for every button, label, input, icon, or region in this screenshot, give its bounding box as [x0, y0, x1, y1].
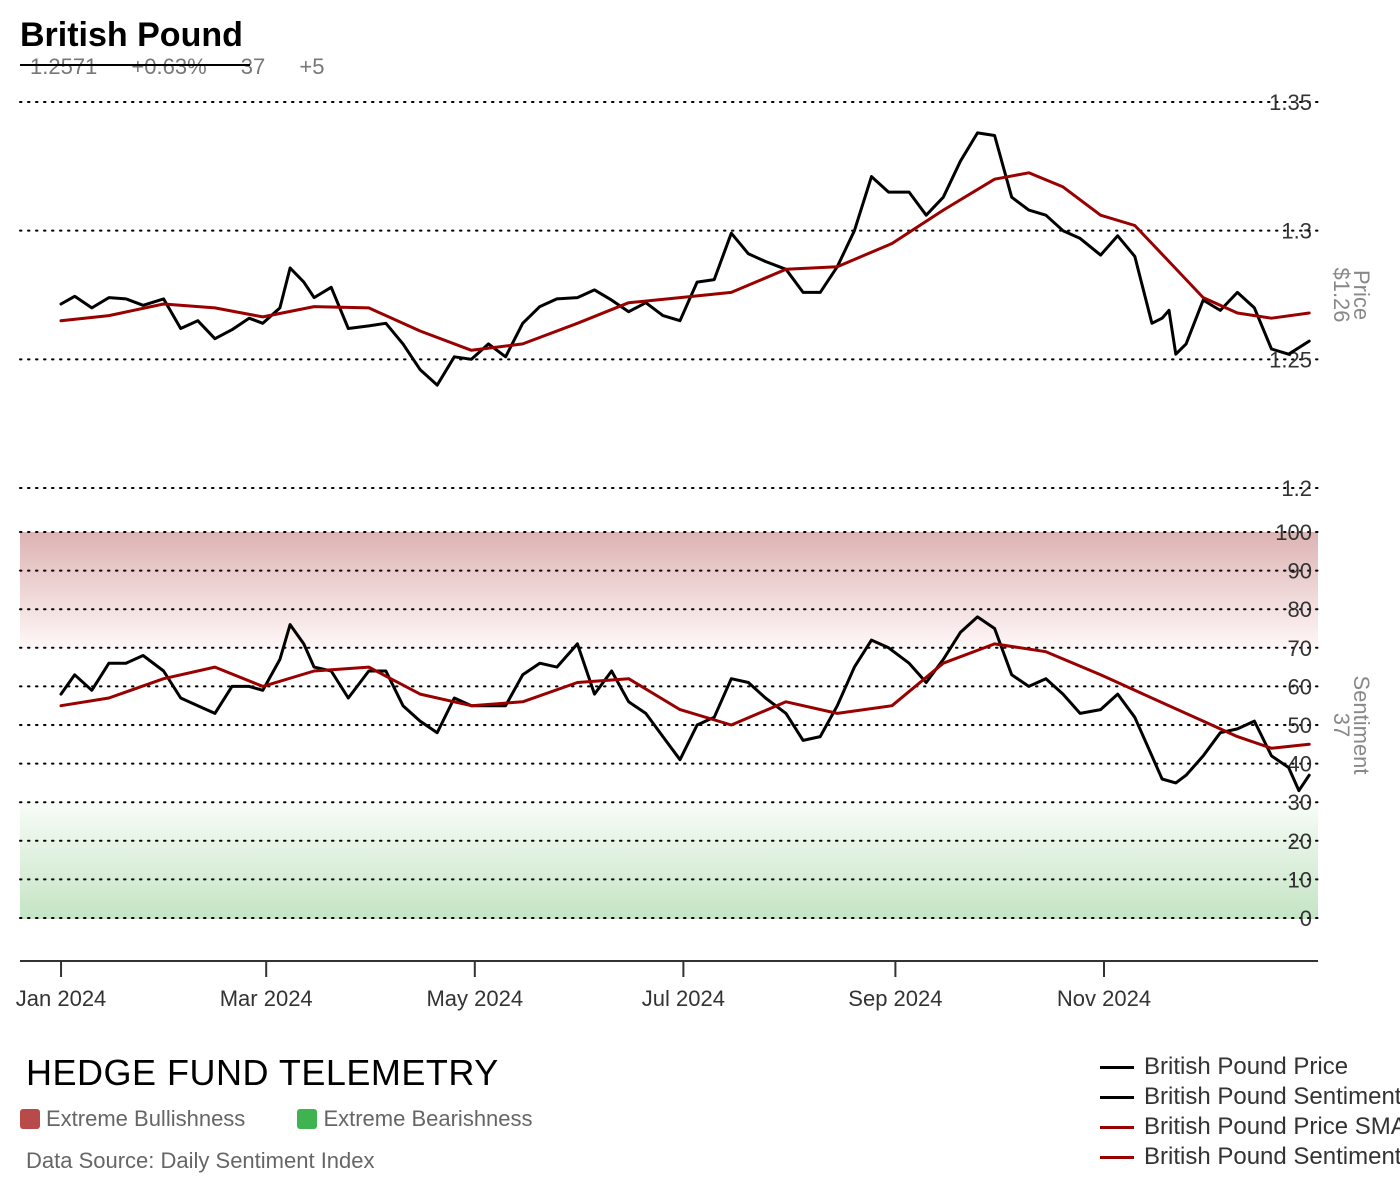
series-line-british-pound-sentiment	[59, 615, 1311, 793]
ytick-label-sentiment: 50	[1288, 713, 1312, 738]
ytick-label-sentiment: 60	[1288, 674, 1312, 699]
last-price: 1.2571	[30, 54, 98, 79]
legend-swatch	[1100, 1125, 1134, 1129]
bull-zone	[20, 532, 1318, 648]
ytick-label-sentiment: 10	[1288, 867, 1312, 892]
price-axis-title: Price	[1349, 270, 1374, 320]
legend-label: British Pound Sentiment SMA	[1144, 1143, 1400, 1170]
legend-swatch	[1100, 1155, 1134, 1159]
series-line-british-pound-sentiment-sma	[59, 642, 1311, 750]
ytick-label-sentiment: 90	[1288, 559, 1312, 584]
brand-name: HEDGE FUND TELEMETRY	[26, 1052, 499, 1093]
ytick-label-sentiment: 70	[1288, 636, 1312, 661]
bull-swatch	[20, 1109, 40, 1129]
sentiment-change: +5	[299, 54, 325, 79]
x-axis-ticks: Jan 2024 Mar 2024 May 2024 Jul 2024 Sep 2024…	[16, 961, 1151, 1011]
strike-line	[20, 64, 250, 66]
ytick-label-price: 1.3	[1281, 219, 1312, 244]
sentiment-axis-value: 37	[1329, 713, 1354, 737]
legend-item-sentiment[interactable]: British Pound Sentiment	[1100, 1082, 1400, 1112]
x-tick-label: Nov 2024	[1057, 986, 1151, 1011]
legend-item-price-sma[interactable]: British Pound Price SMA	[1100, 1112, 1400, 1142]
bear-zone	[20, 803, 1318, 919]
legend-item-price[interactable]: British Pound Price	[1100, 1052, 1400, 1082]
ytick-label-sentiment: 20	[1288, 829, 1312, 854]
price-summary: 1.2571 +0.63% 37 +5	[30, 54, 352, 80]
x-tick-label: Jul 2024	[642, 986, 725, 1011]
sentiment-axis-title: Sentiment	[1349, 675, 1374, 774]
ytick-label-sentiment: 100	[1275, 520, 1312, 545]
bull-zone-label: Extreme Bullishness	[46, 1106, 246, 1131]
legend-swatch	[1100, 1095, 1134, 1099]
price-change: +0.63%	[131, 54, 207, 79]
price-axis-value: $1.26	[1329, 267, 1354, 322]
zone-legend: Extreme Bullishness Extreme Bearishness	[20, 1106, 579, 1135]
legend-swatch	[1100, 1065, 1134, 1069]
series-line-british-pound-price	[59, 131, 1311, 387]
series-lines	[59, 131, 1311, 793]
x-tick-label: Jan 2024	[16, 986, 107, 1011]
legend-item-sentiment-sma[interactable]: British Pound Sentiment SMA	[1100, 1142, 1400, 1172]
bull-zone-key: Extreme Bullishness	[20, 1106, 245, 1132]
series-legend: British Pound Price British Pound Sentim…	[1100, 1052, 1400, 1172]
series-line-british-pound-price-sma	[59, 171, 1311, 352]
grid-lines	[19, 101, 1319, 919]
legend-label: British Pound Sentiment	[1144, 1083, 1400, 1110]
bear-zone-key: Extreme Bearishness	[297, 1106, 533, 1132]
bear-zone-label: Extreme Bearishness	[323, 1106, 533, 1131]
ytick-label-sentiment: 30	[1288, 790, 1312, 815]
chart-title: British Pound	[20, 16, 243, 54]
legend-label: British Pound Price SMA	[1144, 1113, 1400, 1140]
x-tick-label: Sep 2024	[848, 986, 942, 1011]
ytick-label-sentiment: 80	[1288, 597, 1312, 622]
x-tick-label: May 2024	[426, 986, 523, 1011]
legend-label: British Pound Price	[1144, 1053, 1349, 1080]
bear-swatch	[297, 1109, 318, 1129]
ytick-label-price: 1.35	[1269, 90, 1312, 115]
sentiment-value: 37	[240, 54, 266, 79]
x-tick-label: Mar 2024	[220, 986, 313, 1011]
ytick-label-price: 1.2	[1281, 476, 1312, 501]
data-source: Data Source: Daily Sentiment Index	[26, 1148, 375, 1173]
ytick-label-sentiment: 0	[1300, 906, 1312, 931]
